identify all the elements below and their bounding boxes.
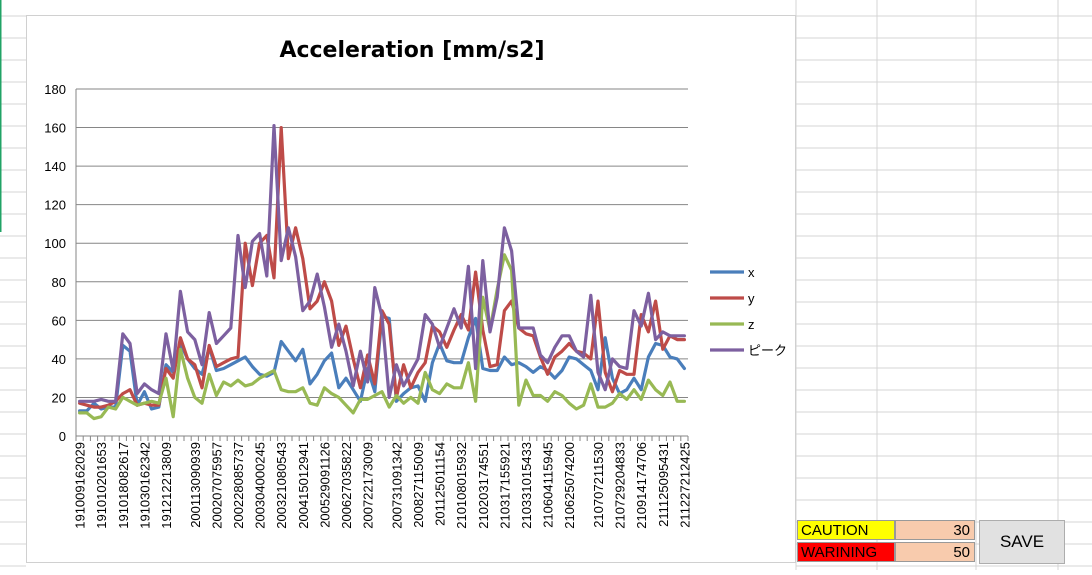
x-tick-label: 210317155921 — [497, 442, 512, 529]
y-tick-label: 180 — [44, 82, 66, 97]
x-tick-label: 211227212425 — [677, 442, 692, 528]
chart-title: Acceleration [mm/s2] — [279, 38, 544, 63]
legend-label-peak: ピーク — [748, 343, 787, 358]
x-tick-label: 191009162029 — [73, 442, 88, 529]
y-tick-label: 80 — [52, 275, 66, 290]
x-tick-label: 200321080543 — [274, 442, 289, 529]
y-tick-label: 100 — [44, 236, 66, 251]
x-tick-label: 210203174551 — [476, 442, 491, 529]
series-line-y — [77, 125, 687, 409]
y-tick-label: 160 — [44, 121, 66, 136]
y-tick-label: 60 — [52, 313, 66, 328]
x-tick-label: 211125095431 — [656, 442, 671, 527]
x-tick-label: 201125011154 — [433, 442, 448, 526]
line-chart: Acceleration [mm/s2] 0 20 40 60 80 100 120 140 1… — [44, 38, 787, 529]
y-tick-label: 120 — [44, 198, 66, 213]
x-tick-label: 191010201653 — [94, 442, 109, 529]
legend-label-z: z — [748, 317, 755, 332]
chart-series — [77, 123, 687, 421]
x-tick-label: 200304000245 — [253, 442, 268, 529]
series-line-peak — [77, 123, 687, 403]
x-tick-label: 200113090939 — [188, 442, 203, 528]
caution-value-cell[interactable]: 30 — [895, 520, 975, 540]
y-tick-label: 0 — [59, 429, 66, 444]
x-tick-label: 200731091342 — [389, 442, 404, 529]
x-axis-ticks: 191009162029 191010201653 191018082617 1910… — [73, 436, 692, 529]
save-button[interactable]: SAVE — [979, 520, 1065, 564]
x-tick-label: 191018082617 — [116, 442, 131, 529]
series-line-z — [77, 253, 687, 421]
caution-label: CAUTION — [797, 520, 895, 540]
x-tick-label: 191212213809 — [159, 442, 174, 529]
x-tick-label: 210604115945 — [541, 442, 556, 528]
x-tick-label: 210707211530 — [591, 442, 606, 528]
chart-area[interactable]: Acceleration [mm/s2] 0 20 40 60 80 100 120 140 1… — [26, 15, 796, 563]
chart-legend: xyz ピーク — [710, 265, 787, 358]
x-tick-label: 210729204833 — [613, 442, 628, 529]
y-tick-label: 140 — [44, 159, 66, 174]
x-tick-label: 210625074200 — [562, 442, 577, 529]
y-tick-label: 40 — [52, 352, 66, 367]
x-tick-label: 210108015932 — [454, 442, 469, 529]
y-axis-ticks: 0 20 40 60 80 100 120 140 160 180 — [44, 82, 66, 444]
x-tick-label: 200228085737 — [231, 442, 246, 529]
y-tick-label: 20 — [52, 390, 66, 405]
warning-value-cell[interactable]: 50 — [895, 542, 975, 562]
x-tick-label: 200722173009 — [361, 442, 376, 529]
x-tick-label: 200529091126 — [317, 442, 332, 528]
x-tick-label: 200827115009 — [411, 442, 426, 528]
x-tick-label: 200415012941 — [296, 442, 311, 529]
x-tick-label: 200627035822 — [339, 442, 354, 529]
x-tick-label: 191030162342 — [137, 442, 152, 529]
x-tick-label: 200207075957 — [209, 442, 224, 529]
legend-label-x: x — [748, 265, 755, 280]
warning-label: WARINING — [797, 542, 895, 562]
x-tick-label: 210331015433 — [519, 442, 534, 529]
legend-label-y: y — [748, 291, 755, 306]
x-tick-label: 210914174706 — [634, 442, 649, 529]
